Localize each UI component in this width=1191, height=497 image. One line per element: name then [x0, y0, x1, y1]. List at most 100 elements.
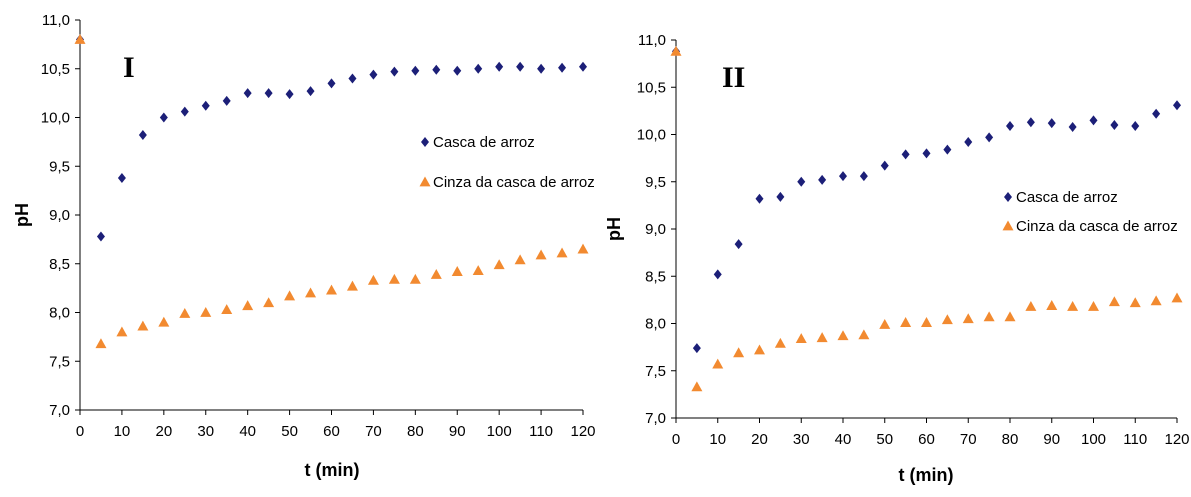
data-point	[839, 171, 847, 182]
x-tick-label: 80	[407, 423, 424, 440]
data-point	[96, 231, 105, 242]
x-tick-label: 70	[365, 423, 382, 440]
legend: Casca de arroz Cinza da casca de arroz	[419, 134, 595, 191]
x-tick-label: 60	[323, 423, 340, 440]
data-point	[579, 61, 587, 72]
x-tick-label: 0	[76, 423, 84, 440]
data-point	[159, 112, 168, 123]
data-point	[816, 332, 828, 343]
series-casca-de-arroz	[672, 46, 1181, 354]
data-point	[305, 287, 317, 298]
data-point	[1026, 117, 1035, 128]
data-point	[1006, 120, 1014, 131]
y-tick-label: 7,0	[49, 402, 70, 419]
data-point	[388, 273, 400, 284]
x-tick-label: 20	[155, 423, 172, 440]
data-point	[346, 280, 358, 291]
data-point	[795, 333, 807, 344]
data-point	[1131, 120, 1140, 131]
y-tick-label: 10,5	[637, 79, 666, 96]
y-tick-label: 10,0	[637, 127, 666, 144]
chart-panel-2: 7,0 7,5 8,0 8,5 9,0 9,5 10,0 10,5 11,0 0 10 20 30 40 5…	[604, 32, 1190, 485]
data-point	[535, 249, 547, 260]
y-tick-label: 11,0	[42, 12, 70, 29]
data-point	[859, 171, 868, 182]
data-point	[1067, 300, 1079, 311]
legend-label: Cinza da casca de arroz	[433, 174, 595, 191]
data-point	[713, 269, 722, 280]
data-point	[1171, 292, 1183, 303]
data-point	[242, 300, 254, 311]
data-point	[243, 88, 252, 99]
data-point	[1108, 296, 1120, 307]
data-point	[369, 69, 378, 80]
x-tick-label: 10	[709, 431, 726, 448]
data-point	[326, 284, 337, 295]
data-point	[472, 265, 484, 275]
data-point	[1047, 118, 1056, 129]
data-point	[432, 64, 441, 75]
y-tick-label: 8,5	[645, 268, 666, 285]
x-tick-label: 20	[751, 431, 768, 448]
data-point	[818, 174, 827, 185]
data-point	[712, 358, 724, 369]
y-tick-label: 10,5	[41, 61, 70, 78]
x-tick-label: 80	[1002, 431, 1019, 448]
x-tick-label: 40	[239, 423, 256, 440]
y-tick-label: 8,0	[645, 316, 666, 333]
data-point	[495, 61, 504, 72]
data-point	[453, 65, 462, 76]
series-casca-de-arroz	[76, 34, 587, 242]
data-point	[985, 132, 994, 143]
data-point	[837, 330, 849, 341]
data-point	[306, 86, 315, 97]
x-tick-label: 110	[529, 423, 553, 440]
data-point	[327, 78, 336, 89]
data-point	[221, 304, 233, 314]
legend-marker	[1004, 192, 1012, 202]
data-point	[1068, 121, 1077, 132]
data-point	[516, 61, 525, 72]
data-point	[200, 307, 212, 317]
y-tick-label: 7,5	[49, 353, 70, 370]
data-point	[964, 137, 973, 148]
y-tick-label: 7,0	[645, 410, 666, 427]
y-tick-label: 9,5	[645, 174, 666, 191]
data-point	[922, 148, 931, 159]
data-point	[692, 343, 701, 354]
data-point	[776, 191, 785, 202]
data-point	[691, 381, 703, 392]
data-point	[1046, 300, 1058, 310]
data-point	[734, 239, 743, 250]
data-point	[95, 338, 107, 349]
data-point	[158, 316, 170, 327]
data-point	[179, 307, 191, 318]
data-point	[1088, 300, 1099, 311]
x-tick-label: 60	[918, 431, 935, 448]
y-tick-label: 9,0	[49, 207, 70, 224]
y-tick-label: 10,0	[41, 110, 70, 127]
data-point	[1173, 100, 1181, 111]
data-point	[264, 88, 273, 99]
panel-label: I	[123, 51, 135, 84]
data-point	[755, 193, 764, 204]
series-cinza-da-casca-de-arroz	[670, 45, 1183, 392]
data-point	[116, 326, 128, 337]
data-point	[284, 290, 296, 301]
data-point	[201, 100, 210, 111]
x-axis-title: t (min)	[899, 465, 954, 485]
x-tick-label: 50	[876, 431, 893, 448]
data-point	[474, 63, 483, 74]
legend-marker	[421, 137, 429, 147]
x-tick-label: 120	[1164, 431, 1189, 448]
data-point	[941, 314, 953, 325]
legend-label: Cinza da casca de arroz	[1016, 218, 1178, 235]
data-point	[1110, 120, 1119, 131]
data-point	[733, 347, 745, 358]
data-point	[962, 313, 974, 324]
data-point	[1025, 300, 1037, 311]
x-tick-label: 100	[487, 423, 512, 440]
data-point	[451, 266, 463, 276]
data-point	[74, 34, 86, 44]
